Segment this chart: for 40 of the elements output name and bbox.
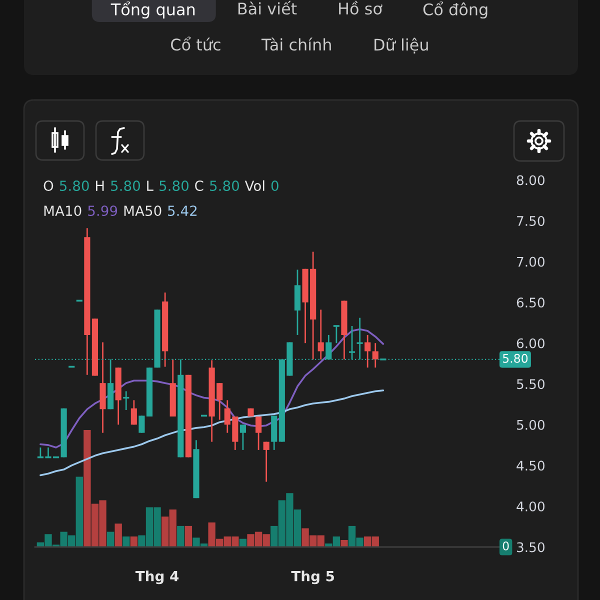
text: Hồ sơ [339,0,382,15]
text: Tài chính [261,38,331,51]
bar [177,526,184,547]
x-tick-label: Thg 4 [135,570,179,584]
y-tick-label: 3.50 [516,542,544,552]
candlestick [123,390,130,411]
y-tick-label: 5.50 [516,379,544,390]
candlestick [364,334,371,368]
candlestick [263,441,270,482]
text: Cổ đông [423,1,488,19]
text: Dữ liệu [374,38,428,54]
bar [184,526,192,547]
candlestick [372,342,378,368]
text: O 5.80 H 5.80 L 5.80 C 5.80 Vol 0 [44,180,278,192]
text: Tổng quan [110,1,195,19]
y-tick-label: 4.00 [516,501,544,512]
candlestick [138,415,145,434]
annotation: MA10 5.99 MA50 5.42 [44,206,197,216]
line-series [40,390,384,476]
bar [106,532,114,547]
y-tick-label: 7.00 [517,256,544,267]
text: Bài viết [238,0,297,15]
y-tick-label: 6.50 [516,298,544,308]
y-tick-label: 5.00 [516,420,544,430]
ref-line-label: 5.80 [502,354,528,363]
y-tick-label: 7.50 [517,216,544,226]
candlestick [256,416,262,451]
bar [122,536,130,547]
bar [130,536,138,547]
candlestick [240,424,246,451]
candlestick [318,308,324,360]
y-tick-label: 4.50 [516,460,544,471]
x-tick-label: Thg 5 [291,570,334,584]
candlestick [130,400,137,426]
y-tick-label: 6.00 [516,338,544,348]
y-tick-label: 8.00 [516,175,544,186]
text: 0 [502,541,509,550]
text: Cổ tức [171,36,220,51]
bar [114,524,122,547]
bar [340,540,348,547]
